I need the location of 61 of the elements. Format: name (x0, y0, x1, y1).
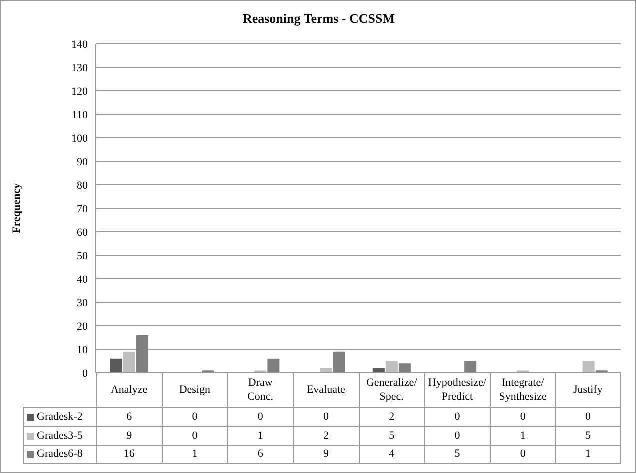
y-tick-label: 10 (77, 344, 88, 356)
data-label: 0 (292, 408, 358, 426)
chart-title: Reasoning Terms - CCSSM (242, 11, 396, 27)
y-tick-label: 110 (72, 109, 88, 122)
y-tick-label: 30 (77, 297, 88, 310)
y-tick-label: 120 (72, 86, 88, 98)
data-label: 5 (358, 427, 424, 445)
bar (333, 352, 346, 373)
data-label: 2 (358, 408, 424, 426)
y-tick-label: 130 (72, 62, 88, 74)
legend-label: Grades3-5 (37, 430, 83, 442)
bar (136, 335, 148, 373)
y-tick-label: 70 (77, 203, 88, 216)
x-tick-label: Generalize/Spec. (366, 376, 418, 404)
bar (386, 361, 398, 373)
legend-label: Gradesk-2 (37, 410, 83, 424)
data-label: 9 (96, 427, 162, 445)
bar (398, 364, 411, 373)
data-label: 5 (424, 446, 490, 463)
data-label: 5 (555, 427, 621, 445)
bar (123, 352, 136, 373)
data-label: 0 (162, 408, 228, 426)
data-label: 4 (358, 446, 424, 463)
data-label: 0 (424, 408, 490, 426)
x-tick-label: Draw Conc. (248, 376, 274, 404)
data-label: 0 (424, 427, 490, 445)
x-tick-label: Evaluate (306, 383, 346, 397)
x-tick-label: Design (179, 383, 211, 397)
y-axis-title: Frequency (10, 183, 23, 234)
data-label: 0 (490, 408, 556, 426)
x-tick-label: Analyze (110, 383, 148, 397)
y-tick-label: 20 (77, 320, 88, 333)
y-tick-label: 140 (72, 38, 88, 51)
data-label: 16 (96, 446, 162, 463)
y-tick-label: 100 (72, 132, 88, 145)
y-tick-label: 50 (77, 250, 88, 262)
x-tick-label: Hypothesize/Predict (428, 376, 486, 404)
x-tick-label: Integrate/Synthesize (499, 376, 547, 404)
y-tick-label: 40 (77, 274, 88, 286)
data-label: 0 (162, 427, 228, 445)
bar (464, 361, 477, 373)
bar (268, 358, 280, 373)
data-label: 6 (96, 408, 162, 426)
data-label: 0 (227, 408, 293, 426)
data-label: 9 (292, 446, 358, 463)
data-label: 0 (555, 408, 621, 426)
y-tick-label: 60 (77, 226, 88, 239)
bar (110, 358, 122, 373)
data-label: 1 (162, 446, 228, 463)
y-tick-label: 80 (77, 180, 88, 192)
data-label: 1 (227, 427, 293, 445)
x-tick-label: Justify (574, 383, 603, 397)
data-label: 6 (227, 446, 293, 463)
legend-label: Grades6-8 (37, 448, 83, 461)
data-label: 0 (490, 446, 556, 463)
bar (582, 361, 595, 373)
y-tick-label: 90 (77, 156, 88, 168)
data-label: 2 (292, 427, 358, 445)
y-tick-label: 0 (82, 368, 88, 380)
data-label: 1 (555, 446, 621, 463)
data-label: 1 (490, 427, 556, 445)
